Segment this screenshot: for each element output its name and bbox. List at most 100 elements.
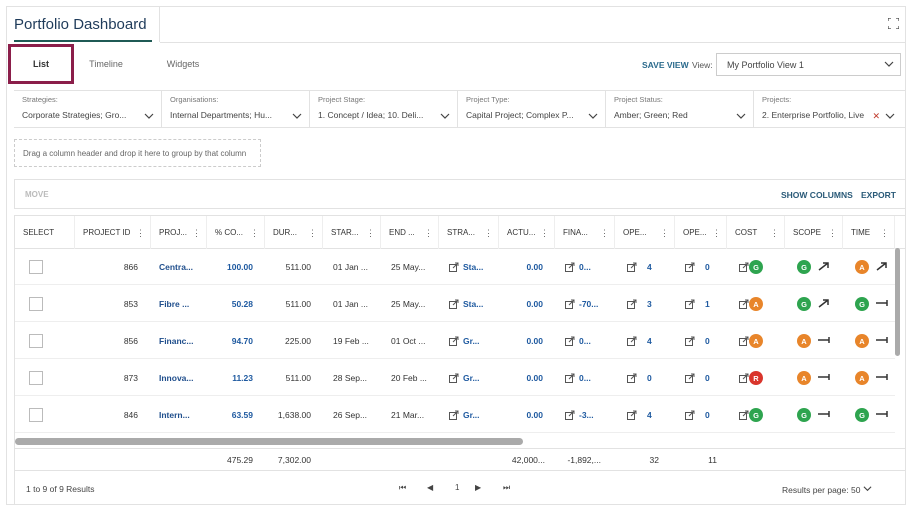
project-name-link[interactable]: Fibre ...	[159, 299, 190, 309]
popout-icon[interactable]	[565, 410, 575, 420]
financial-link[interactable]: -70...	[579, 299, 599, 309]
column-menu-icon[interactable]: ⋮	[308, 228, 317, 238]
export-button[interactable]: EXPORT	[861, 190, 896, 200]
table-row[interactable]: 856 Financ... 94.70 225.00 19 Feb ... 01 Oct …	[15, 323, 895, 359]
popout-icon[interactable]	[565, 373, 575, 383]
row-checkbox[interactable]	[29, 260, 43, 274]
next-page-button[interactable]: ▶	[475, 483, 482, 492]
ope2-value[interactable]: 0	[705, 373, 710, 383]
ope2-value[interactable]: 0	[705, 410, 710, 420]
save-view-button[interactable]: SAVE VIEW	[642, 60, 689, 70]
popout-icon[interactable]	[449, 373, 459, 383]
clear-icon[interactable]: ✕	[872, 111, 880, 121]
table-row[interactable]: 873 Innova... 11.23 511.00 28 Sep... 20 Feb .…	[15, 360, 895, 396]
prev-page-button[interactable]: ◀	[427, 483, 434, 492]
column-header[interactable]: PROJ... ⋮	[151, 216, 207, 249]
tab-timeline[interactable]: Timeline	[89, 59, 123, 69]
popout-icon[interactable]	[739, 336, 749, 346]
ope1-value[interactable]: 3	[647, 299, 652, 309]
strategy-link[interactable]: Sta...	[463, 262, 484, 272]
popout-icon[interactable]	[627, 336, 637, 346]
popout-icon[interactable]	[739, 299, 749, 309]
ope1-value[interactable]: 4	[647, 262, 652, 272]
popout-icon[interactable]	[739, 262, 749, 272]
financial-link[interactable]: 0...	[579, 336, 591, 346]
column-menu-icon[interactable]: ⋮	[880, 228, 889, 238]
column-menu-icon[interactable]: ⋮	[540, 228, 549, 238]
ope1-value[interactable]: 4	[647, 336, 652, 346]
row-checkbox[interactable]	[29, 297, 43, 311]
column-menu-icon[interactable]: ⋮	[192, 228, 201, 238]
column-header[interactable]: DUR... ⋮	[265, 216, 323, 249]
table-row[interactable]: 866 Centra... 100.00 511.00 01 Jan ... 25 May…	[15, 249, 895, 285]
popout-icon[interactable]	[685, 336, 695, 346]
column-menu-icon[interactable]: ⋮	[136, 228, 145, 238]
column-menu-icon[interactable]: ⋮	[600, 228, 609, 238]
popout-icon[interactable]	[739, 373, 749, 383]
column-header[interactable]: COST ⋮	[727, 216, 785, 249]
column-menu-icon[interactable]: ⋮	[250, 228, 259, 238]
row-checkbox[interactable]	[29, 334, 43, 348]
column-header[interactable]: TIME ⋮	[843, 216, 895, 249]
popout-icon[interactable]	[565, 299, 575, 309]
column-header[interactable]: END ... ⋮	[381, 216, 439, 249]
financial-link[interactable]: 0...	[579, 262, 591, 272]
column-menu-icon[interactable]: ⋮	[660, 228, 669, 238]
popout-icon[interactable]	[565, 336, 575, 346]
horizontal-scrollbar[interactable]	[15, 438, 523, 445]
column-header[interactable]: % CO... ⋮	[207, 216, 265, 249]
strategy-link[interactable]: Gr...	[463, 410, 480, 420]
popout-icon[interactable]	[449, 262, 459, 272]
column-menu-icon[interactable]: ⋮	[366, 228, 375, 238]
ope1-value[interactable]: 4	[647, 410, 652, 420]
project-name-link[interactable]: Intern...	[159, 410, 190, 420]
ope2-value[interactable]: 1	[705, 299, 710, 309]
popout-icon[interactable]	[627, 410, 637, 420]
row-checkbox[interactable]	[29, 408, 43, 422]
column-menu-icon[interactable]: ⋮	[712, 228, 721, 238]
financial-link[interactable]: 0...	[579, 373, 591, 383]
popout-icon[interactable]	[565, 262, 575, 272]
column-header[interactable]: SCOPE ⋮	[785, 216, 843, 249]
show-columns-button[interactable]: SHOW COLUMNS	[781, 190, 853, 200]
column-header[interactable]: OPE... ⋮	[675, 216, 727, 249]
strategy-link[interactable]: Sta...	[463, 299, 484, 309]
column-header[interactable]: STRA... ⋮	[439, 216, 499, 249]
popout-icon[interactable]	[739, 410, 749, 420]
column-header[interactable]: FINA... ⋮	[555, 216, 615, 249]
project-name-link[interactable]: Financ...	[159, 336, 194, 346]
strategy-link[interactable]: Gr...	[463, 373, 480, 383]
filter-organisations[interactable]: Organisations: Internal Departments; Hu..…	[162, 91, 310, 127]
project-name-link[interactable]: Innova...	[159, 373, 194, 383]
group-drop-zone[interactable]: Drag a column header and drop it here to…	[14, 139, 261, 167]
column-menu-icon[interactable]: ⋮	[828, 228, 837, 238]
popout-icon[interactable]	[449, 299, 459, 309]
column-menu-icon[interactable]: ⋮	[770, 228, 779, 238]
popout-icon[interactable]	[627, 373, 637, 383]
column-header[interactable]: STAR... ⋮	[323, 216, 381, 249]
column-header[interactable]: SELECT	[15, 216, 75, 249]
title-tab[interactable]: Portfolio Dashboard	[6, 6, 160, 42]
financial-link[interactable]: -3...	[579, 410, 594, 420]
expand-icon[interactable]	[888, 18, 899, 29]
ope2-value[interactable]: 0	[705, 336, 710, 346]
column-menu-icon[interactable]: ⋮	[424, 228, 433, 238]
popout-icon[interactable]	[685, 299, 695, 309]
popout-icon[interactable]	[449, 336, 459, 346]
column-menu-icon[interactable]: ⋮	[484, 228, 493, 238]
ope2-value[interactable]: 0	[705, 262, 710, 272]
popout-icon[interactable]	[449, 410, 459, 420]
filter-project-type[interactable]: Project Type: Capital Project; Complex P.…	[458, 91, 606, 127]
strategy-link[interactable]: Gr...	[463, 336, 480, 346]
popout-icon[interactable]	[685, 262, 695, 272]
first-page-button[interactable]: ⏮	[399, 483, 407, 492]
table-row[interactable]: 846 Intern... 63.59 1,638.00 26 Sep... 21 Mar…	[15, 397, 895, 433]
popout-icon[interactable]	[685, 410, 695, 420]
table-row[interactable]: 853 Fibre ... 50.28 511.00 01 Jan ... 25 May.…	[15, 286, 895, 322]
view-select[interactable]: My Portfolio View 1	[716, 53, 901, 76]
filter-project-status[interactable]: Project Status: Amber; Green; Red	[606, 91, 754, 127]
column-header[interactable]: PROJECT ID ⋮	[75, 216, 151, 249]
move-button[interactable]: MOVE	[25, 190, 49, 199]
popout-icon[interactable]	[627, 262, 637, 272]
tab-list[interactable]: List	[8, 44, 74, 84]
